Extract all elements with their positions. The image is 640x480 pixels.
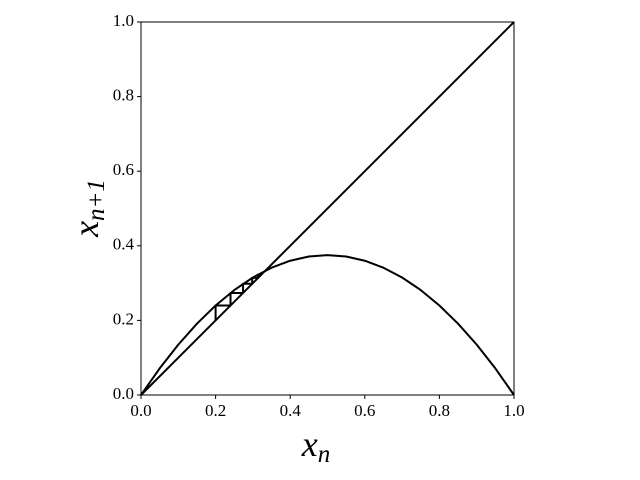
y-tick-label: 0.0 bbox=[113, 384, 134, 403]
y-tick-label: 0.2 bbox=[113, 309, 134, 328]
y-tick-label: 0.4 bbox=[113, 235, 135, 254]
y-tick-label: 1.0 bbox=[113, 11, 134, 30]
y-axis-label: xn+1 bbox=[66, 179, 109, 238]
series-line bbox=[140, 254, 515, 396]
x-label-base: x bbox=[301, 424, 318, 464]
x-axis-label: xn bbox=[301, 424, 330, 467]
y-tick-label: 0.8 bbox=[113, 86, 134, 105]
y-label-subscript: n+1 bbox=[83, 179, 110, 221]
x-tick-label: 0.4 bbox=[280, 401, 302, 420]
x-tick-label: 1.0 bbox=[503, 401, 524, 420]
y-tick-label: 0.6 bbox=[113, 160, 134, 179]
x-tick-label: 0.8 bbox=[429, 401, 450, 420]
y-label-base: x bbox=[66, 221, 106, 238]
series-line bbox=[140, 21, 515, 396]
plot-frame bbox=[140, 21, 515, 396]
series-line bbox=[214, 273, 262, 321]
x-tick-label: 0.2 bbox=[205, 401, 226, 420]
x-tick-label: 0.6 bbox=[354, 401, 375, 420]
x-label-subscript: n bbox=[318, 441, 331, 468]
x-tick-label: 0.0 bbox=[130, 401, 151, 420]
